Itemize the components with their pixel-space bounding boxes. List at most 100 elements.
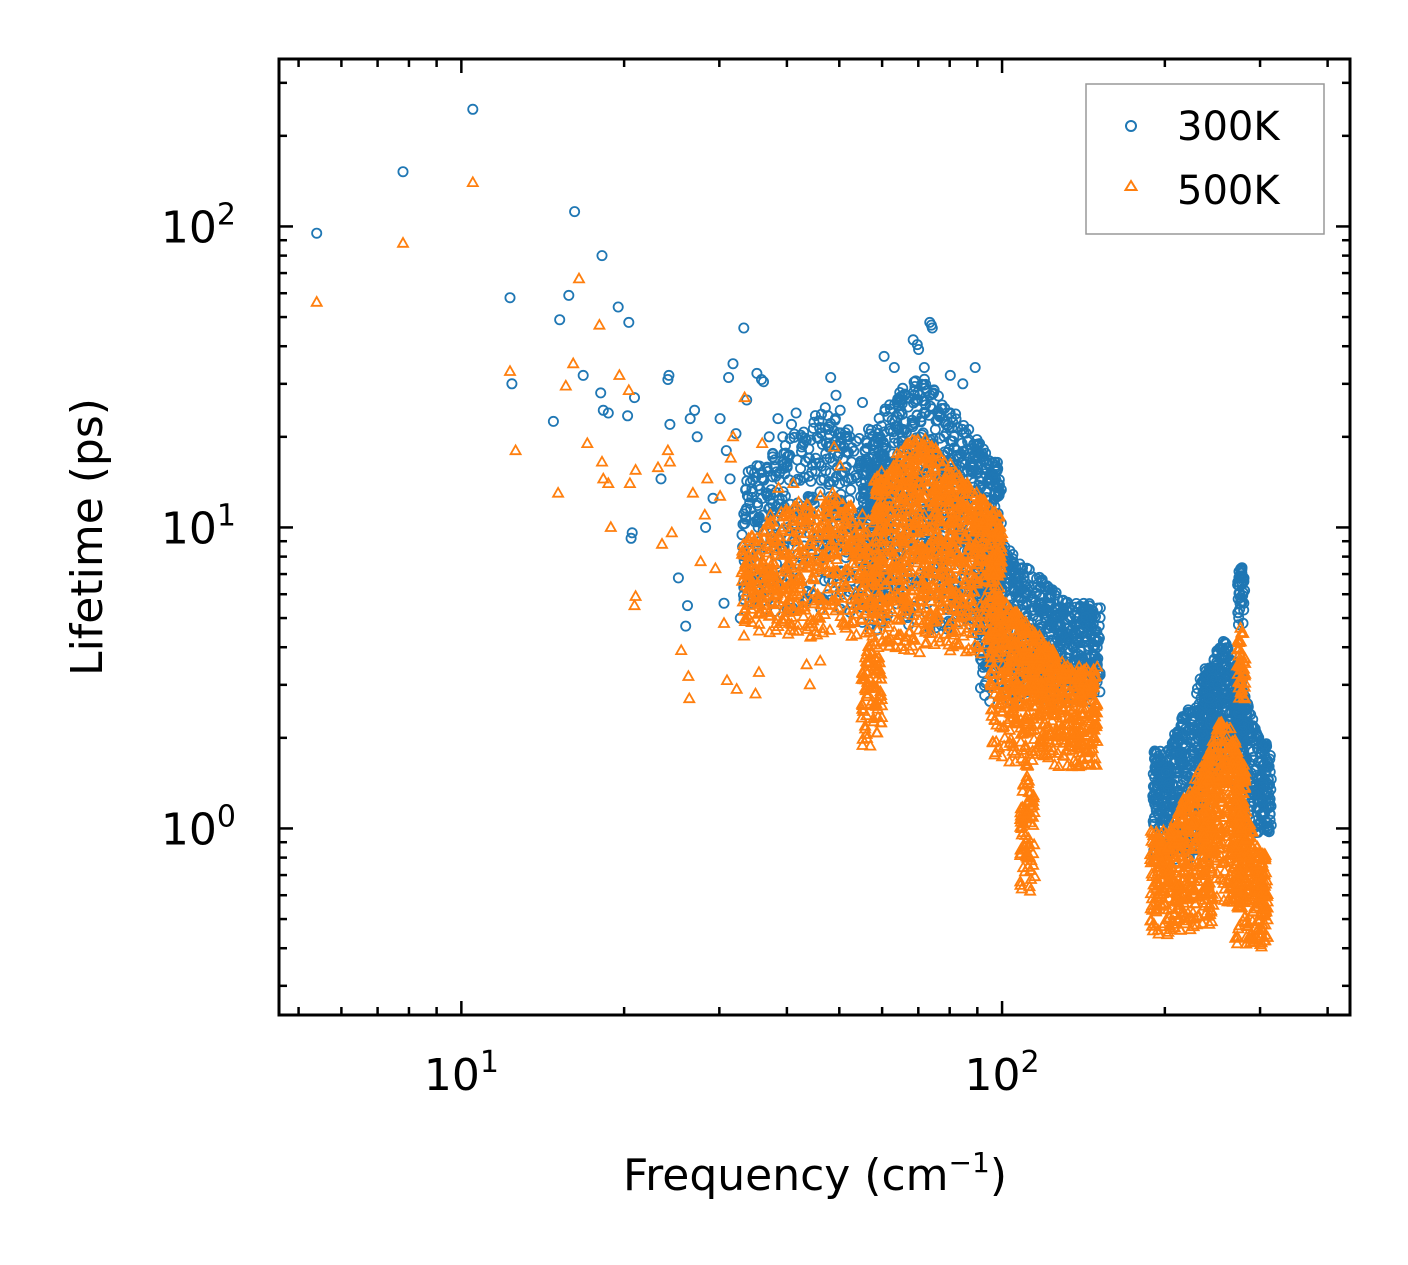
data-point [769,454,781,466]
data-point [913,562,928,574]
data-point [745,503,757,515]
data-point [850,435,862,447]
data-point [1263,801,1275,813]
data-point [913,343,925,355]
data-point [1265,784,1277,796]
data-point [708,561,722,574]
data-point [804,559,818,572]
data-point [852,519,866,531]
data-point [907,515,921,527]
data-point [764,494,776,506]
data-point [629,589,643,601]
data-point [1051,610,1063,622]
data-point [796,609,811,621]
data-point [909,480,923,492]
data-point [787,499,801,512]
data-point [917,438,931,450]
data-point [918,524,932,537]
data-point [791,624,805,636]
data-point [764,608,778,621]
data-point [785,529,800,542]
data-point [931,611,945,624]
data-point [800,657,814,670]
data-point [1167,737,1179,749]
data-point [397,166,409,178]
data-point [806,584,820,596]
data-point [968,536,983,548]
data-point [785,617,799,629]
data-point [835,525,849,538]
data-point [904,530,918,542]
data-point [874,671,888,684]
data-point [833,458,847,471]
data-point [396,236,410,248]
data-point [943,528,957,541]
data-point [826,491,840,503]
data-point [929,482,944,495]
data-point [1214,664,1226,676]
data-point [882,504,896,517]
data-point [898,536,912,549]
data-point [810,627,824,640]
data-point [921,558,935,570]
data-point [626,527,638,539]
data-point [748,586,762,599]
data-point [737,518,749,530]
data-point [827,439,841,452]
data-point [865,637,879,650]
data-point [1234,603,1246,615]
data-point [738,322,750,334]
data-point [738,612,752,624]
data-point [968,638,982,650]
data-point [937,454,951,467]
data-point [1149,786,1161,798]
data-point [1093,632,1105,644]
data-point [886,467,900,479]
data-point [816,408,828,420]
data-point [897,599,911,612]
data-point [858,672,872,685]
data-point [896,591,910,604]
data-point [802,551,816,564]
data-point [627,598,642,611]
data-point [311,227,323,239]
data-point [691,431,703,443]
data-point [822,493,836,506]
data-point [1171,748,1183,760]
data-point [936,502,950,514]
data-point [937,482,951,495]
data-point [913,645,927,658]
data-point [1079,631,1091,643]
data-point [931,608,945,621]
data-point [964,513,978,525]
data-point [910,499,924,512]
data-point [661,443,675,456]
data-point [730,682,744,694]
data-point [795,599,809,612]
data-point [796,446,808,458]
data-point [748,686,763,699]
data-point [601,476,615,489]
data-point [824,536,838,548]
data-point [912,613,926,626]
data-point [740,511,752,523]
data-point [1262,790,1274,802]
data-point [991,520,1005,532]
data-point [663,454,677,467]
data-point [915,539,929,551]
data-point [1078,619,1090,631]
data-point [907,615,921,628]
data-point [767,556,782,569]
data-point [978,573,992,586]
data-point [790,533,804,545]
data-point [698,507,712,520]
data-point [846,456,858,468]
data-point [727,358,739,370]
data-point [763,431,775,443]
data-point [595,387,607,399]
data-point [847,526,861,539]
data-point [911,433,925,445]
data-point [1075,646,1087,658]
data-point [899,554,913,566]
data-point [1014,582,1026,594]
